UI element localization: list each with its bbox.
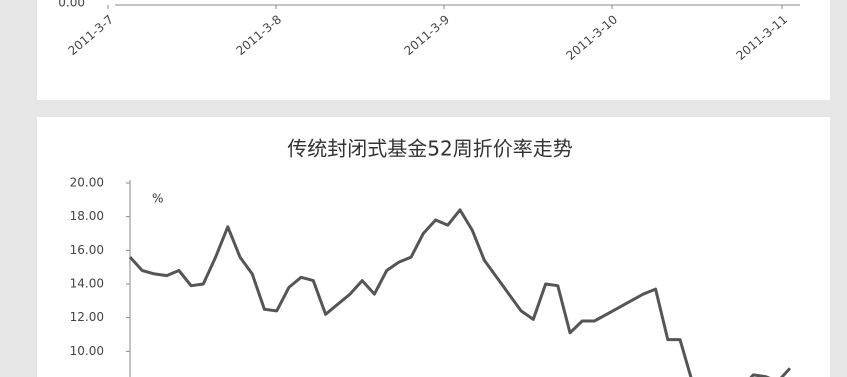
y-tick-label: 14.00 <box>70 277 104 291</box>
top-panel <box>37 0 830 100</box>
data-line <box>128 208 792 377</box>
bottom-panel <box>37 117 830 377</box>
y-tick-label: 10.00 <box>70 344 104 358</box>
unit-annotation: % <box>152 192 163 206</box>
chart-title: 传统封闭式基金52周折价率走势 <box>287 137 572 161</box>
y-tick-label: 16.00 <box>70 243 104 257</box>
y-tick-label: 20.00 <box>70 176 104 190</box>
y-tick-label: 12.00 <box>70 310 104 324</box>
y-tick-label: 18.00 <box>70 209 104 223</box>
y-tick-label: 0.00 <box>58 0 85 10</box>
